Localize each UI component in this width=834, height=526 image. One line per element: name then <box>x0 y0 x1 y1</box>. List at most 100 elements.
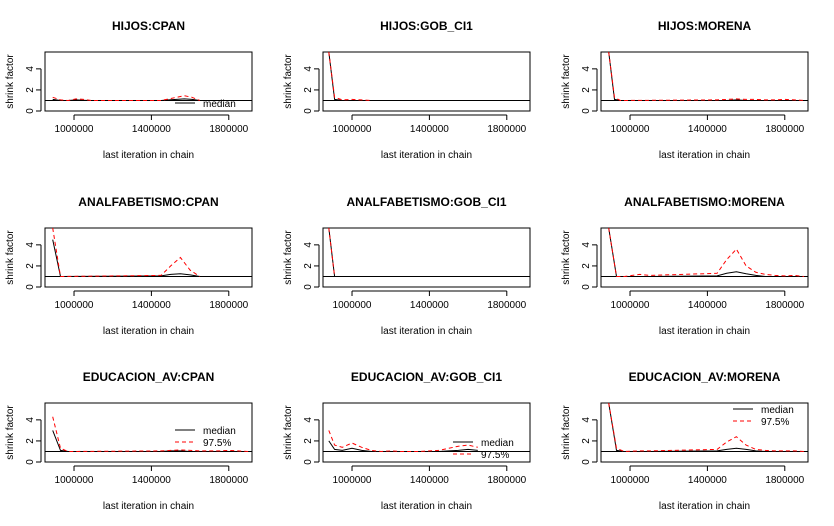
panel-title: HIJOS:GOB_CI1 <box>380 19 473 33</box>
x-tick-label: 1400000 <box>410 300 449 311</box>
series-line-upper-ci <box>328 52 372 101</box>
plot-frame <box>44 51 253 112</box>
y-tick-label: 4 <box>581 242 592 248</box>
y-tick-label: 2 <box>25 438 36 444</box>
x-tick-label: 1800000 <box>765 124 804 135</box>
series-line-median <box>608 228 805 277</box>
x-tick-label: 1800000 <box>209 300 248 311</box>
x-axis-label: last iteration in chain <box>103 326 194 337</box>
x-axis-label: last iteration in chain <box>381 501 472 512</box>
y-axis-label: shrink factor <box>561 405 572 460</box>
panel-title: EDUCACION_AV:CPAN <box>83 370 215 384</box>
panel-title: HIJOS:CPAN <box>112 19 185 33</box>
x-axis-label: last iteration in chain <box>381 326 472 337</box>
x-tick-label: 1400000 <box>688 124 727 135</box>
y-axis-label: shrink factor <box>5 230 16 285</box>
plot-area <box>601 403 808 453</box>
y-axis-label: shrink factor <box>5 54 16 109</box>
y-axis: 0 2 4 shrink factor <box>561 230 598 290</box>
x-axis: 1000000 1400000 1800000 last iteration in c… <box>55 465 249 512</box>
plot-frame <box>600 51 809 112</box>
legend-label: median <box>761 405 794 416</box>
y-tick-label: 0 <box>303 108 314 114</box>
x-tick-label: 1800000 <box>487 475 526 486</box>
y-axis: 0 2 4 shrink factor <box>561 405 598 465</box>
plot-area <box>323 52 530 101</box>
x-tick-label: 1400000 <box>688 475 727 486</box>
y-axis-label: shrink factor <box>561 54 572 109</box>
legend-label: median <box>203 426 236 437</box>
x-tick-label: 1800000 <box>765 475 804 486</box>
plot-area <box>323 430 530 453</box>
panel-title: EDUCACION_AV:MORENA <box>629 370 781 384</box>
series-line-median <box>52 430 249 452</box>
panel-title: ANALFABETISMO:CPAN <box>78 195 218 209</box>
x-axis: 1000000 1400000 1800000 last iteration in c… <box>611 465 805 512</box>
panel-1: HIJOS:GOB_CI1 1000000 1400000 1800000 last i… <box>283 19 531 161</box>
y-tick-label: 4 <box>25 66 36 72</box>
x-tick-label: 1000000 <box>611 300 650 311</box>
legend-label: median <box>481 438 514 449</box>
plot-area <box>323 228 530 277</box>
plot-frame <box>600 402 809 463</box>
series-line-upper-ci <box>328 228 336 277</box>
series-line-median <box>52 239 200 278</box>
x-tick-label: 1400000 <box>132 475 171 486</box>
y-tick-label: 2 <box>303 438 314 444</box>
panel-title: HIJOS:MORENA <box>658 19 752 33</box>
y-tick-label: 0 <box>581 108 592 114</box>
series-line-median <box>52 98 200 101</box>
y-axis-label: shrink factor <box>283 405 294 460</box>
x-tick-label: 1000000 <box>333 300 372 311</box>
plot-area <box>601 228 808 277</box>
series-line-median <box>608 52 805 101</box>
y-tick-label: 4 <box>303 66 314 72</box>
x-tick-label: 1800000 <box>209 475 248 486</box>
y-axis: 0 2 4 shrink factor <box>5 230 42 290</box>
x-axis-label: last iteration in chain <box>659 326 750 337</box>
panel-6: EDUCACION_AV:CPAN 1000000 1400000 1800000 la… <box>5 370 253 512</box>
x-tick-label: 1400000 <box>410 475 449 486</box>
panel-2: HIJOS:MORENA 1000000 1400000 1800000 last it… <box>561 19 809 161</box>
y-tick-label: 0 <box>303 284 314 290</box>
legend-label: median <box>203 99 236 110</box>
x-tick-label: 1000000 <box>55 300 94 311</box>
panel-8: EDUCACION_AV:MORENA 1000000 1400000 1800000… <box>561 370 809 512</box>
y-tick-label: 4 <box>581 66 592 72</box>
y-tick-label: 0 <box>303 459 314 465</box>
x-axis: 1000000 1400000 1800000 last iteration in c… <box>611 290 805 337</box>
plot-frame <box>600 227 809 288</box>
x-axis-label: last iteration in chain <box>381 150 472 161</box>
y-tick-label: 2 <box>581 263 592 269</box>
series-line-median <box>328 52 372 101</box>
panel-0: HIJOS:CPAN 1000000 1400000 1800000 last iter… <box>5 19 253 161</box>
plot-area <box>45 416 252 453</box>
series-line-upper-ci <box>328 430 478 453</box>
y-axis: 0 2 4 shrink factor <box>561 54 598 114</box>
x-tick-label: 1000000 <box>55 124 94 135</box>
panel-7: EDUCACION_AV:GOB_CI1 1000000 1400000 180000… <box>283 370 531 512</box>
legend-label: 97.5% <box>761 417 789 428</box>
x-tick-label: 1800000 <box>209 124 248 135</box>
y-tick-label: 0 <box>25 108 36 114</box>
panel-5: ANALFABETISMO:MORENA 1000000 1400000 180000… <box>561 195 809 337</box>
x-axis: 1000000 1400000 1800000 last iteration in c… <box>611 114 805 161</box>
series-line-upper-ci <box>608 52 805 102</box>
y-axis-label: shrink factor <box>283 230 294 285</box>
panel-4: ANALFABETISMO:GOB_CI1 1000000 1400000 18000… <box>283 195 531 337</box>
x-axis-label: last iteration in chain <box>103 501 194 512</box>
plot-area <box>45 95 252 102</box>
y-axis: 0 2 4 shrink factor <box>283 54 320 114</box>
x-tick-label: 1000000 <box>611 475 650 486</box>
plot-area <box>601 52 808 102</box>
y-tick-label: 2 <box>25 263 36 269</box>
series-line-upper-ci <box>52 416 249 453</box>
x-tick-label: 1400000 <box>688 300 727 311</box>
y-axis: 0 2 4 shrink factor <box>5 54 42 114</box>
x-tick-label: 1000000 <box>55 475 94 486</box>
x-tick-label: 1400000 <box>410 124 449 135</box>
x-tick-label: 1000000 <box>333 475 372 486</box>
series-line-upper-ci <box>608 228 805 277</box>
